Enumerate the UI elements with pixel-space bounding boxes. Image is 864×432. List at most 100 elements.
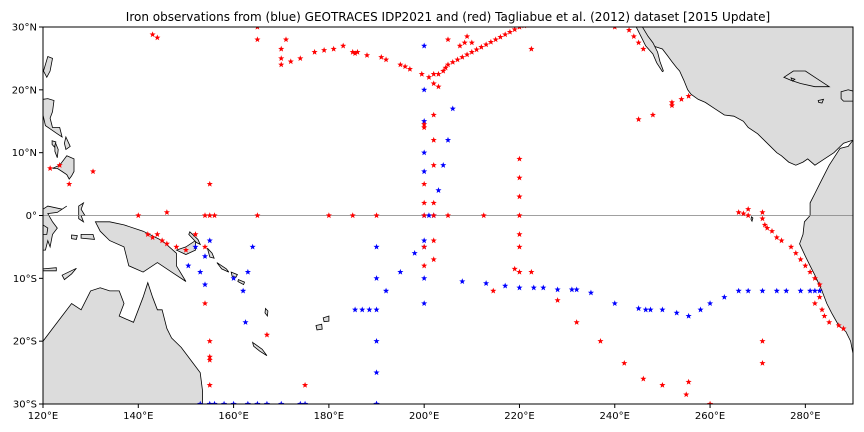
tagliabue-point bbox=[764, 224, 771, 231]
tagliabue-point bbox=[597, 337, 604, 344]
land-luzon bbox=[43, 98, 63, 138]
tagliabue-point bbox=[668, 102, 675, 109]
tagliabue-point bbox=[47, 165, 54, 171]
geotraces-point bbox=[811, 287, 818, 294]
tagliabue-point bbox=[516, 231, 523, 237]
tagliabue-point bbox=[761, 221, 768, 228]
land-visayas-2 bbox=[63, 135, 71, 151]
geotraces-point bbox=[249, 243, 256, 250]
tagliabue-point bbox=[759, 337, 766, 344]
tagliabue-point bbox=[490, 287, 497, 294]
land-new-caledonia bbox=[251, 341, 268, 356]
tagliabue-point bbox=[430, 70, 437, 77]
tagliabue-point bbox=[497, 33, 504, 40]
tagliabue-point bbox=[621, 359, 628, 366]
geotraces-point bbox=[440, 162, 447, 168]
geotraces-point bbox=[373, 243, 380, 250]
tagliabue-point bbox=[201, 243, 209, 250]
geotraces-point bbox=[642, 306, 649, 313]
geotraces-point bbox=[516, 284, 523, 291]
tagliabue-point bbox=[635, 116, 642, 122]
tagliabue-point bbox=[516, 174, 523, 181]
x-tick-label: 140°E bbox=[123, 411, 153, 422]
x-tick-label: 280°E bbox=[790, 411, 820, 422]
tagliabue-point bbox=[363, 52, 371, 58]
tagliabue-point bbox=[278, 61, 285, 68]
tagliabue-point bbox=[442, 64, 449, 71]
tagliabue-point bbox=[802, 262, 809, 269]
tagliabue-point bbox=[630, 33, 637, 40]
tagliabue-point bbox=[668, 99, 675, 105]
tagliabue-point bbox=[430, 80, 437, 87]
tagliabue-point bbox=[683, 391, 690, 398]
tagliabue-point bbox=[444, 212, 452, 219]
tagliabue-point bbox=[740, 210, 747, 217]
tagliabue-point bbox=[516, 243, 523, 250]
tagliabue-point bbox=[154, 231, 161, 237]
y-tick-label: 30°S bbox=[13, 400, 37, 411]
tagliabue-point bbox=[464, 33, 471, 40]
land-solomon-1 bbox=[216, 262, 230, 273]
land-vanuatu bbox=[264, 307, 269, 318]
geotraces-point bbox=[673, 309, 680, 316]
land-solomon-2 bbox=[230, 271, 238, 278]
tagliabue-point bbox=[435, 83, 442, 90]
geotraces-point bbox=[421, 42, 428, 49]
tagliabue-point bbox=[659, 381, 666, 388]
tagliabue-point bbox=[745, 212, 752, 219]
tagliabue-point bbox=[797, 256, 804, 263]
geotraces-point bbox=[745, 287, 752, 294]
tagliabue-point bbox=[206, 337, 213, 344]
tagliabue-point bbox=[383, 56, 390, 63]
tagliabue-point bbox=[444, 36, 452, 43]
geotraces-point bbox=[230, 400, 237, 404]
geotraces-point bbox=[459, 278, 466, 285]
y-tick-label: 20°S bbox=[13, 337, 37, 348]
tagliabue-point bbox=[735, 209, 742, 215]
tagliabue-point bbox=[511, 265, 518, 272]
tagliabue-point bbox=[492, 36, 499, 43]
x-tick-label: 260°E bbox=[695, 411, 725, 422]
tagliabue-point bbox=[425, 74, 432, 80]
tagliabue-point bbox=[478, 43, 485, 50]
geotraces-point bbox=[411, 250, 418, 256]
tagliabue-point bbox=[635, 39, 642, 46]
land-fiji-2 bbox=[322, 315, 330, 323]
land-buru bbox=[71, 234, 78, 240]
tagliabue-point bbox=[826, 319, 833, 325]
tagliabue-point bbox=[444, 61, 452, 68]
y-tick-label: 10°S bbox=[13, 274, 37, 285]
tagliabue-point bbox=[378, 53, 385, 60]
land-fiji-1 bbox=[315, 323, 323, 331]
x-tick-label: 220°E bbox=[504, 411, 534, 422]
tagliabue-point bbox=[89, 168, 97, 175]
y-tick-label: 10°N bbox=[12, 148, 37, 159]
tagliabue-point bbox=[821, 312, 828, 319]
tagliabue-point bbox=[421, 180, 428, 187]
geotraces-point bbox=[302, 400, 309, 404]
land-flores bbox=[43, 267, 57, 272]
tagliabue-point bbox=[211, 212, 218, 219]
geotraces-point bbox=[197, 400, 204, 404]
geotraces-point bbox=[425, 212, 432, 219]
tagliabue-point bbox=[464, 51, 471, 58]
tagliabue-point bbox=[144, 231, 151, 237]
tagliabue-point bbox=[816, 281, 823, 288]
geotraces-point bbox=[483, 280, 490, 286]
tagliabue-point bbox=[163, 240, 170, 247]
geotraces-point bbox=[421, 275, 428, 281]
tagliabue-point bbox=[430, 136, 437, 143]
tagliabue-point bbox=[206, 353, 213, 360]
tagliabue-point bbox=[759, 359, 766, 366]
tagliabue-point bbox=[149, 234, 156, 241]
tagliabue-point bbox=[421, 121, 428, 127]
tagliabue-point bbox=[685, 378, 692, 385]
geotraces-point bbox=[185, 262, 192, 269]
tagliabue-point bbox=[421, 262, 428, 269]
land-borneo bbox=[43, 180, 44, 217]
geotraces-point bbox=[435, 187, 442, 193]
geotraces-point bbox=[230, 275, 237, 281]
geotraces-point bbox=[206, 237, 213, 244]
geotraces-point bbox=[263, 400, 270, 404]
land-visayas-3 bbox=[51, 140, 57, 148]
